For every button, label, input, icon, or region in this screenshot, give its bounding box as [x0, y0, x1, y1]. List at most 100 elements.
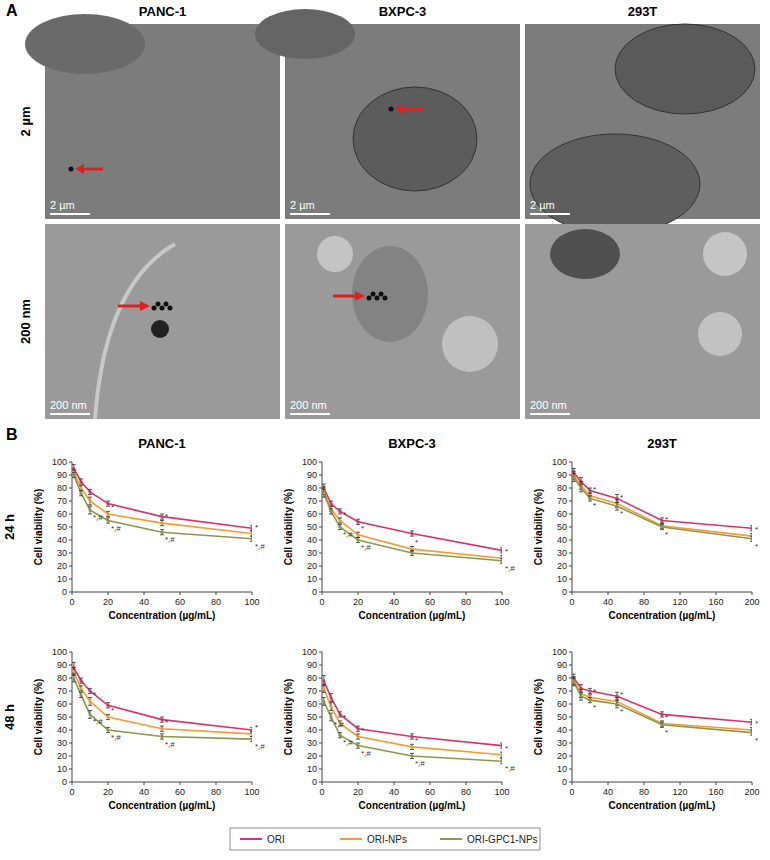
- significance-label: *: [620, 509, 623, 518]
- significance-label: *,#: [255, 742, 265, 751]
- data-point: [106, 502, 109, 505]
- series-line: [324, 493, 502, 561]
- error-bar: [579, 484, 583, 492]
- significance-label: *,#: [343, 530, 353, 539]
- x-tick: [144, 592, 145, 595]
- y-axis-label: Cell viability (%): [283, 679, 294, 756]
- significance-label: *: [361, 524, 364, 533]
- y-tick-label: 100: [302, 457, 317, 467]
- y-tick: [319, 527, 322, 528]
- error-bar: [588, 688, 592, 693]
- error-bar: [329, 509, 333, 514]
- data-point: [338, 519, 341, 522]
- significance-label: *,#: [165, 535, 175, 544]
- significance-label: *: [665, 713, 668, 722]
- y-axis-label: Cell viability (%): [33, 679, 44, 756]
- series-line: [74, 678, 252, 739]
- data-point: [72, 473, 75, 476]
- scale-bar: [50, 213, 90, 215]
- significance-label: *: [593, 687, 596, 696]
- scale-bar-label: 200 nm: [290, 399, 327, 411]
- x-tick-label: 160: [708, 787, 723, 797]
- legend-box: [230, 828, 540, 850]
- data-point: [660, 723, 663, 726]
- y-tick-label: 50: [57, 712, 67, 722]
- y-tick-label: 10: [307, 764, 317, 774]
- y-tick: [569, 527, 572, 528]
- significance-label: *: [111, 503, 114, 512]
- x-tick-label: 20: [353, 787, 363, 797]
- chart: PANC-10102030405060708090100020406080100…: [33, 436, 265, 621]
- y-tick: [569, 743, 572, 744]
- membrane: [95, 244, 175, 419]
- x-axis: [72, 592, 252, 593]
- plot-area: [72, 662, 252, 741]
- arrow: [81, 168, 103, 171]
- y-tick: [69, 704, 72, 705]
- series-line: [574, 472, 752, 528]
- x-tick: [430, 592, 431, 595]
- vesicle: [151, 320, 169, 338]
- y-tick-label: 70: [307, 686, 317, 696]
- x-tick: [502, 592, 503, 595]
- x-tick-label: 160: [708, 597, 723, 607]
- y-tick-label: 30: [57, 548, 67, 558]
- nucleus: [530, 134, 700, 234]
- error-bar: [500, 759, 502, 764]
- y-tick: [569, 514, 572, 515]
- y-tick-label: 60: [557, 509, 567, 519]
- significance-label: *,#: [334, 720, 344, 729]
- y-tick: [569, 665, 572, 666]
- scale-bar: [50, 413, 90, 415]
- y-tick: [319, 501, 322, 502]
- error-bar: [588, 496, 592, 501]
- error-bar: [160, 521, 164, 526]
- scale-bar: [530, 213, 570, 215]
- arrow-head: [355, 291, 365, 301]
- error-bar: [356, 537, 360, 542]
- data-point: [160, 531, 163, 534]
- series-line: [574, 682, 752, 733]
- legend-swatch: [240, 838, 262, 840]
- data-point: [615, 505, 618, 508]
- data-point: [750, 527, 752, 530]
- y-tick: [319, 553, 322, 554]
- x-tick: [502, 782, 503, 785]
- significance-label: *: [665, 515, 668, 524]
- annotations: *****,#*,#*,#: [343, 510, 515, 573]
- y-tick: [319, 566, 322, 567]
- vesicle: [703, 232, 747, 276]
- particle: [168, 306, 173, 311]
- x-axis: [322, 782, 502, 783]
- data-point: [72, 670, 75, 673]
- arrow: [118, 305, 142, 308]
- y-tick: [319, 652, 322, 653]
- data-point: [160, 735, 163, 738]
- plot-area: [322, 675, 502, 763]
- x-axis-label: Concentration (µg/mL): [109, 610, 216, 621]
- y-tick-label: 70: [307, 496, 317, 506]
- x-tick: [252, 782, 253, 785]
- data-point: [329, 715, 332, 718]
- data-point: [500, 559, 502, 562]
- error-bar: [572, 678, 576, 686]
- significance-label: *: [415, 736, 418, 745]
- y-tick: [569, 730, 572, 731]
- plot-area: [322, 484, 502, 563]
- x-tick-label: 80: [639, 787, 649, 797]
- data-point: [410, 551, 413, 554]
- data-point: [356, 538, 359, 541]
- data-point: [329, 696, 332, 699]
- column-title: 293T: [628, 4, 658, 19]
- data-point: [88, 689, 91, 692]
- y-tick: [69, 769, 72, 770]
- x-tick-label: 0: [69, 787, 74, 797]
- y-tick-label: 30: [57, 738, 67, 748]
- y-tick: [69, 462, 72, 463]
- series-line: [574, 478, 752, 539]
- error-bar: [160, 726, 164, 731]
- error-bar: [660, 518, 664, 523]
- y-tick: [69, 652, 72, 653]
- legend-swatch: [440, 838, 462, 840]
- error-bar: [338, 518, 342, 523]
